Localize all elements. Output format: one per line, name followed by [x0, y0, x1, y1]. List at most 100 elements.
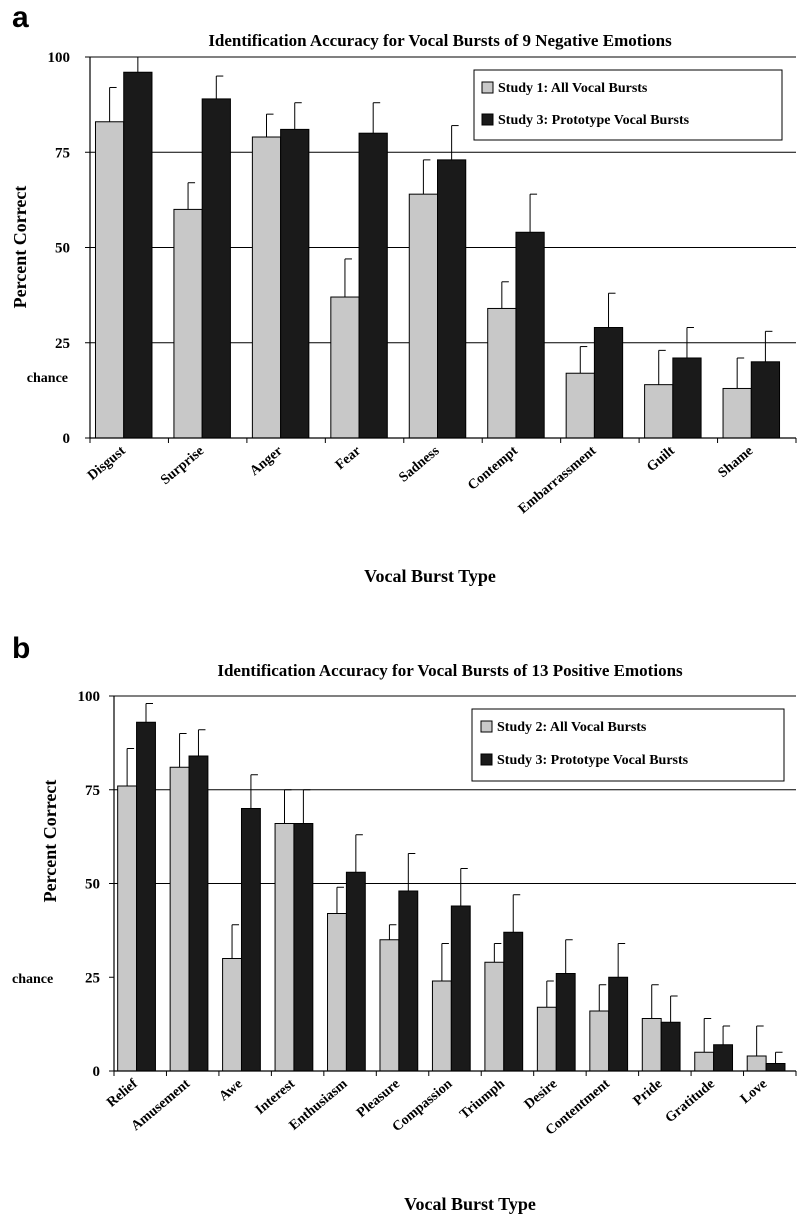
- x-tick-label-a-fear: Fear: [333, 444, 364, 473]
- chance-label-b: chance: [12, 972, 53, 987]
- bar-b-s1-desire: [536, 1006, 557, 1072]
- legend-label-study3-b: Study 3: Prototype Vocal Bursts: [497, 753, 689, 768]
- x-tick-label-a-anger: Anger: [247, 444, 285, 479]
- x-tick-label-b-awe: Awe: [217, 1077, 246, 1105]
- y-tick-label-a-25: 25: [55, 336, 70, 352]
- x-tick-label-a-disgust: Disgust: [85, 443, 129, 483]
- x-tick-label-b-pride: Pride: [631, 1077, 666, 1109]
- y-axis-label-b: Percent Correct: [40, 780, 60, 903]
- bar-b-s2-relief: [136, 721, 156, 1072]
- bar-a-s2-fear: [358, 132, 388, 439]
- y-tick-label-b-100: 100: [78, 689, 101, 705]
- x-tick-label-b-gratitude: Gratitude: [663, 1077, 718, 1126]
- y-tick-label-a-0: 0: [63, 431, 71, 447]
- chart-panel-b: b Identification Accuracy for Vocal Burs…: [12, 632, 797, 1214]
- bar-a-s1-guilt: [644, 384, 674, 439]
- bar-b-s2-pleasure: [398, 890, 419, 1072]
- bar-a-s1-sadness: [408, 193, 439, 439]
- legend-box-a: [473, 69, 783, 141]
- panel-letter-b: b: [12, 632, 30, 665]
- bar-a-s1-surprise: [173, 208, 203, 439]
- y-tick-label-b-75: 75: [85, 783, 100, 799]
- panel-letter-a: a: [12, 1, 29, 34]
- x-tick-label-a-surprise: Surprise: [158, 444, 207, 488]
- x-tick-label-a-sadness: Sadness: [396, 443, 442, 485]
- axes-b: [109, 695, 797, 1076]
- y-tick-label-b-50: 50: [85, 877, 100, 893]
- chart-title-b: Identification Accuracy for Vocal Bursts…: [217, 661, 683, 680]
- bar-a-s2-embarrassment: [593, 327, 624, 439]
- bar-a-s2-anger: [280, 128, 310, 439]
- bar-b-s1-pride: [641, 1018, 662, 1072]
- bar-b-s2-enthusiasm: [345, 871, 366, 1072]
- bars-a: [94, 56, 781, 439]
- y-tick-label-a-100: 100: [48, 50, 71, 66]
- y-ticks-b: 0 25 50 75 100: [78, 689, 101, 1080]
- bar-a-s2-surprise: [201, 98, 231, 439]
- legend-swatch-study1: [481, 81, 494, 94]
- bar-b-s1-pleasure: [379, 939, 400, 1072]
- bar-b-s1-amusement: [169, 766, 190, 1072]
- legend-swatch-study2: [480, 720, 493, 733]
- legend-b: Study 2: All Vocal Bursts Study 3: Proto…: [471, 708, 785, 782]
- x-tick-label-a-embarrassment: Embarrassment: [516, 443, 600, 517]
- x-categories-a: Disgust Surprise Anger Fear Sadness ContemptE…: [85, 443, 756, 517]
- x-tick-label-b-relief: Relief: [104, 1076, 141, 1110]
- bar-b-s2-pride: [660, 1021, 681, 1072]
- y-tick-label-a-50: 50: [55, 241, 70, 257]
- bar-b-s1-contentment: [589, 1010, 610, 1072]
- y-tick-label-b-25: 25: [85, 970, 100, 986]
- legend-box-b: [471, 708, 785, 782]
- bar-b-s1-triumph: [484, 961, 505, 1072]
- y-tick-label-b-0: 0: [93, 1064, 101, 1080]
- x-tick-label-b-pleasure: Pleasure: [354, 1077, 403, 1121]
- x-tick-label-a-guilt: Guilt: [644, 443, 678, 475]
- bar-a-s1-fear: [330, 296, 360, 439]
- y-ticks-a: 0 25 50 75 100: [48, 50, 71, 447]
- bar-b-s2-interest: [293, 823, 314, 1072]
- chance-label-a: chance: [27, 371, 68, 386]
- bar-a-s2-contempt: [515, 231, 545, 439]
- bar-a-s2-sadness: [437, 159, 467, 439]
- bar-a-s1-shame: [722, 387, 752, 439]
- bar-a-s1-embarrassment: [565, 372, 595, 439]
- legend-swatch-study3-b: [480, 753, 493, 766]
- bar-b-s1-compassion: [431, 980, 452, 1072]
- bar-a-s1-anger: [251, 136, 282, 439]
- bar-b-s2-love: [765, 1063, 786, 1072]
- chart-panel-a: a Identification Accuracy for Vocal Burs…: [10, 1, 797, 586]
- x-axis-label-a: Vocal Burst Type: [364, 566, 496, 586]
- y-axis-label-a: Percent Correct: [10, 186, 30, 309]
- bar-b-s1-relief: [117, 785, 138, 1072]
- x-tick-label-b-interest: Interest: [253, 1076, 298, 1118]
- legend-a: Study 1: All Vocal Bursts Study 3: Proto…: [473, 69, 783, 141]
- x-tick-label-b-love: Love: [738, 1077, 770, 1107]
- chart-title-a: Identification Accuracy for Vocal Bursts…: [208, 31, 672, 50]
- bar-b-s2-amusement: [188, 755, 209, 1072]
- legend-label-study2: Study 2: All Vocal Bursts: [497, 720, 647, 735]
- bar-b-s1-awe: [222, 958, 242, 1072]
- bar-b-s1-love: [746, 1055, 767, 1072]
- legend-swatch-study3-a: [481, 113, 494, 126]
- bar-a-s1-contempt: [487, 307, 517, 439]
- x-tick-label-b-enthusiasm: Enthusiasm: [287, 1076, 351, 1133]
- legend-label-study1: Study 1: All Vocal Bursts: [498, 81, 648, 96]
- x-tick-label-b-amusement: Amusement: [129, 1076, 194, 1134]
- bar-b-s2-compassion: [450, 905, 471, 1072]
- x-tick-label-b-desire: Desire: [522, 1077, 561, 1113]
- bar-b-s2-contentment: [608, 976, 629, 1072]
- bar-a-s2-guilt: [672, 357, 702, 439]
- x-tick-label-b-triumph: Triumph: [457, 1076, 508, 1122]
- legend-label-study3-a: Study 3: Prototype Vocal Bursts: [498, 113, 690, 128]
- bar-a-s2-shame: [750, 361, 781, 439]
- bar-b-s2-awe: [240, 808, 261, 1072]
- bar-b-s2-gratitude: [713, 1044, 734, 1072]
- bar-b-s2-triumph: [503, 931, 524, 1072]
- bar-a-s2-disgust: [123, 71, 153, 439]
- bar-b-s2-desire: [555, 973, 576, 1072]
- x-axis-label-b: Vocal Burst Type: [404, 1194, 536, 1214]
- x-tick-label-a-contempt: Contempt: [465, 443, 521, 493]
- bar-a-s1-disgust: [94, 121, 125, 439]
